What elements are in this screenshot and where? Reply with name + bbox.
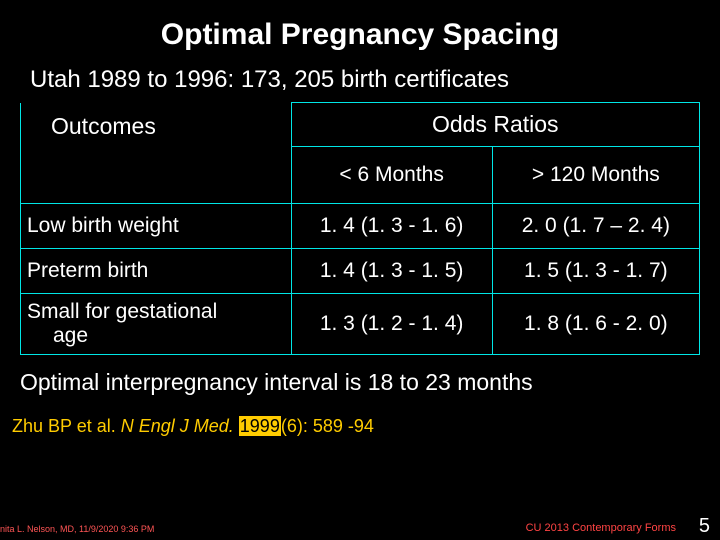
row-label-sga-line2: age	[27, 324, 283, 348]
col-header-6mo: < 6 Months	[291, 147, 492, 204]
row-label-lbw: Low birth weight	[21, 204, 292, 249]
citation-journal: N Engl J Med.	[121, 416, 239, 436]
slide: Optimal Pregnancy Spacing Utah 1989 to 1…	[0, 0, 720, 540]
cell-value: 1. 5 (1. 3 - 1. 7)	[492, 249, 699, 294]
col-header-120mo: > 120 Months	[492, 147, 699, 204]
conclusion-text: Optimal interpregnancy interval is 18 to…	[0, 355, 720, 402]
citation-rest: (6): 589 -94	[281, 416, 374, 436]
footer-conference: CU 2013 Contemporary Forms	[526, 522, 676, 534]
citation-author: Zhu BP et al.	[12, 416, 121, 436]
cell-value: 1. 4 (1. 3 - 1. 6)	[291, 204, 492, 249]
table-row: Preterm birth 1. 4 (1. 3 - 1. 5) 1. 5 (1…	[21, 249, 700, 294]
odds-ratios-header: Odds Ratios	[291, 103, 699, 147]
cell-value: 1. 3 (1. 2 - 1. 4)	[291, 294, 492, 355]
citation: Zhu BP et al. N Engl J Med. 1999(6): 589…	[0, 402, 720, 437]
odds-ratio-table: Outcomes Odds Ratios < 6 Months > 120 Mo…	[20, 102, 700, 355]
table-row: Small for gestational age 1. 3 (1. 2 - 1…	[21, 294, 700, 355]
row-label-sga: Small for gestational age	[21, 294, 292, 355]
table-row: Low birth weight 1. 4 (1. 3 - 1. 6) 2. 0…	[21, 204, 700, 249]
footer-author-date: nita L. Nelson, MD, 11/9/2020 9:36 PM	[0, 524, 154, 534]
cell-value: 2. 0 (1. 7 – 2. 4)	[492, 204, 699, 249]
cell-value: 1. 4 (1. 3 - 1. 5)	[291, 249, 492, 294]
row-label-preterm: Preterm birth	[21, 249, 292, 294]
citation-year: 1999	[239, 416, 281, 436]
slide-title: Optimal Pregnancy Spacing	[0, 0, 720, 62]
cell-value: 1. 8 (1. 6 - 2. 0)	[492, 294, 699, 355]
page-number: 5	[699, 515, 710, 538]
outcomes-header: Outcomes	[21, 103, 292, 204]
row-label-sga-line1: Small for gestational	[27, 300, 283, 324]
slide-subtitle: Utah 1989 to 1996: 173, 205 birth certif…	[0, 62, 720, 102]
